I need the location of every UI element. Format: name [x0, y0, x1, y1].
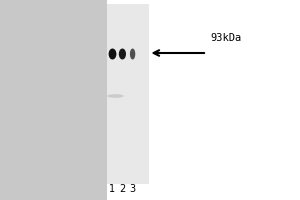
Ellipse shape — [130, 48, 135, 60]
Text: 1: 1 — [110, 184, 116, 194]
Ellipse shape — [119, 48, 126, 60]
Text: 2: 2 — [119, 184, 125, 194]
Ellipse shape — [109, 48, 116, 60]
Bar — [0, 0, 106, 200]
Ellipse shape — [107, 94, 124, 98]
Text: 3: 3 — [130, 184, 136, 194]
Text: 93kDa: 93kDa — [210, 33, 241, 43]
Bar — [106, 4, 148, 184]
